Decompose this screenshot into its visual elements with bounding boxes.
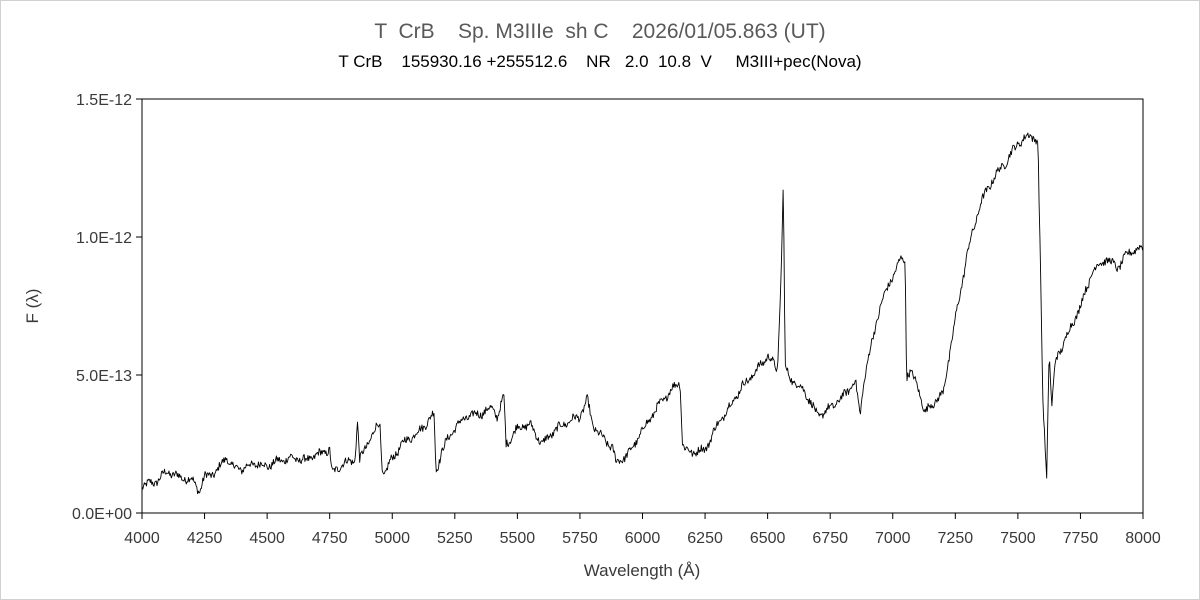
plot-area-border xyxy=(141,98,1144,514)
x-tick-label: 4750 xyxy=(312,530,348,547)
y-axis: 0.0E+00 5.0E-13 1.0E-12 1.5E-12 xyxy=(72,92,142,523)
y-tick-label: 1.0E-12 xyxy=(76,230,132,247)
x-tick-label: 7000 xyxy=(875,530,911,547)
x-axis-label: Wavelength (Å) xyxy=(584,561,701,580)
x-tick-label: 8000 xyxy=(1125,530,1161,547)
spectrum-line xyxy=(141,132,1144,495)
chart-subtitle: T CrB 155930.16 +255512.6 NR 2.0 10.8 V … xyxy=(338,52,862,71)
x-tick-label: 5250 xyxy=(437,530,473,547)
chart-title: T CrB Sp. M3IIIe sh C 2026/01/05.863 (UT… xyxy=(374,20,826,43)
x-tick-label: 6000 xyxy=(625,530,661,547)
plot-layer xyxy=(141,132,1144,495)
y-tick-label: 5.0E-13 xyxy=(76,368,132,385)
x-tick-label: 6500 xyxy=(750,530,786,547)
x-tick-label: 7250 xyxy=(938,530,974,547)
y-tick-label: 0.0E+00 xyxy=(72,506,132,523)
x-tick-label: 4250 xyxy=(187,530,223,547)
x-tick-label: 5000 xyxy=(374,530,410,547)
x-tick-label: 6750 xyxy=(812,530,848,547)
y-axis-label: F (λ) xyxy=(23,289,42,324)
x-tick-label: 4500 xyxy=(249,530,285,547)
x-tick-label: 7750 xyxy=(1063,530,1099,547)
x-tick-label: 5500 xyxy=(500,530,536,547)
x-tick-label: 4000 xyxy=(124,530,160,547)
x-axis: 4000 4250 4500 4750 5000 5250 5500 5750 6000 6250… xyxy=(124,513,1161,547)
x-tick-label: 6250 xyxy=(687,530,723,547)
y-tick-label: 1.5E-12 xyxy=(76,92,132,109)
x-tick-label: 7500 xyxy=(1000,530,1036,547)
x-tick-label: 5750 xyxy=(562,530,598,547)
